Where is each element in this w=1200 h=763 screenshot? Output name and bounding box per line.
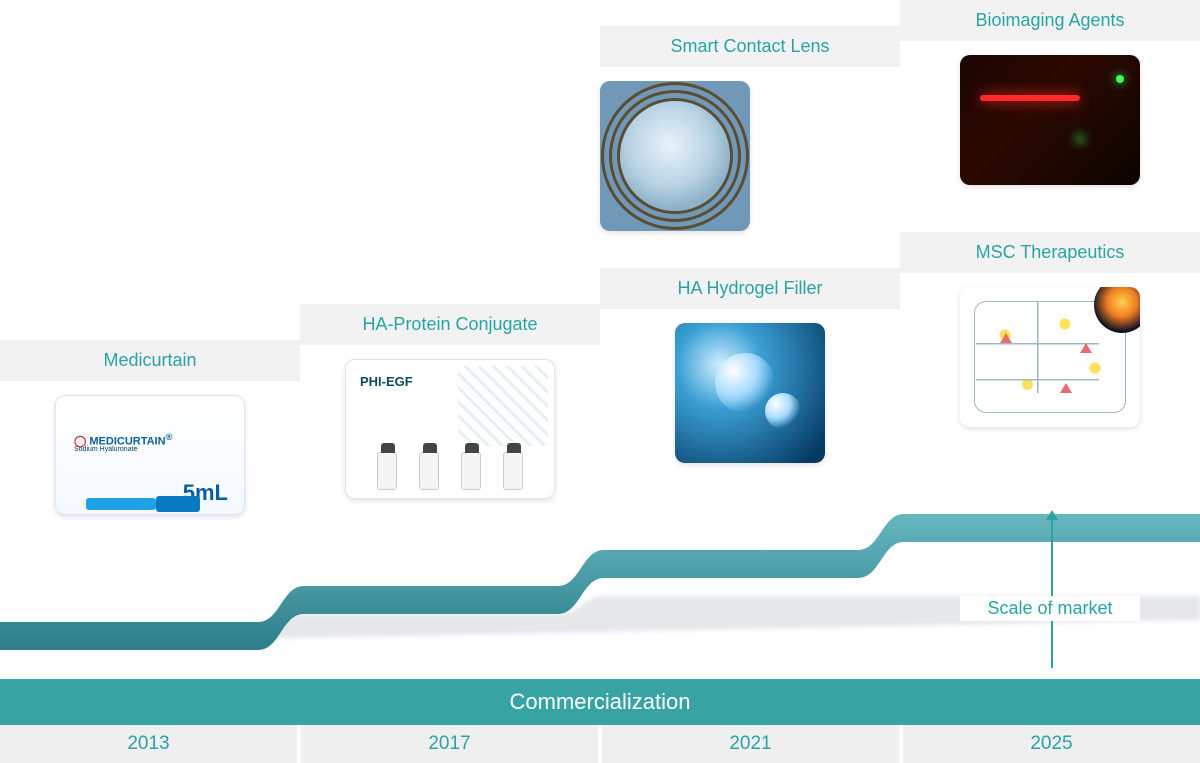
year-2021: 2021: [602, 725, 903, 763]
label-smart-lens: Smart Contact Lens: [600, 26, 900, 67]
item-smart-lens: Smart Contact Lens: [600, 26, 900, 231]
scale-arrow: [1051, 512, 1053, 668]
ribbon-path: [0, 514, 1200, 650]
label-ha-protein: HA-Protein Conjugate: [300, 304, 600, 345]
img-medicurtain: ◯ MEDICURTAIN® Sodium Hyaluronate 5mL: [55, 395, 245, 515]
year-axis: 2013 2017 2021 2025: [0, 725, 1200, 763]
year-2017: 2017: [301, 725, 602, 763]
year-2025: 2025: [903, 725, 1200, 763]
footer: Commercialization 2013 2017 2021 2025: [0, 679, 1200, 763]
scale-arrow-label: Scale of market: [960, 596, 1140, 621]
year-2013: 2013: [0, 725, 301, 763]
item-bioimaging: Bioimaging Agents: [900, 0, 1200, 190]
label-ha-hydrogel: HA Hydrogel Filler: [600, 268, 900, 309]
item-msc: MSC Therapeutics: [900, 232, 1200, 432]
img-ha-protein: PHI-EGF: [345, 359, 555, 499]
img-ha-hydrogel: [675, 323, 825, 463]
commercialization-bar: Commercialization: [0, 679, 1200, 725]
img-msc: [960, 287, 1140, 427]
item-ha-hydrogel: HA Hydrogel Filler: [600, 268, 900, 468]
item-medicurtain: Medicurtain ◯ MEDICURTAIN® Sodium Hyalur…: [0, 340, 300, 520]
item-ha-protein: HA-Protein Conjugate PHI-EGF: [300, 304, 600, 504]
img-smart-lens: [600, 81, 750, 231]
label-msc: MSC Therapeutics: [900, 232, 1200, 273]
img-bioimaging: [960, 55, 1140, 185]
label-medicurtain: Medicurtain: [0, 340, 300, 381]
timeline-ribbon: [0, 498, 1200, 674]
label-bioimaging: Bioimaging Agents: [900, 0, 1200, 41]
